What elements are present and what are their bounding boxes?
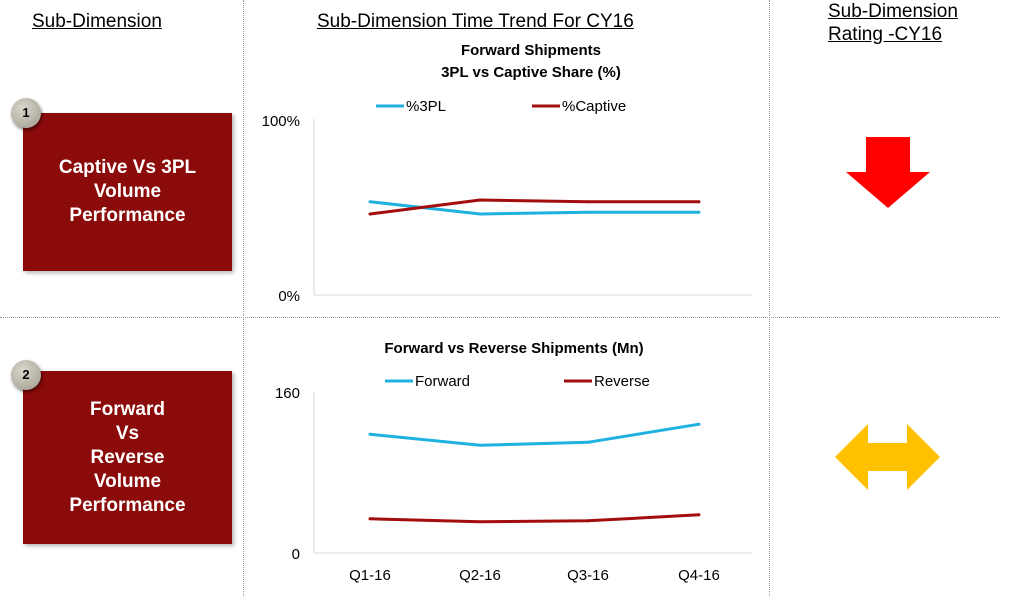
series-line-reverse	[369, 513, 700, 524]
legend-label: Reverse	[594, 373, 650, 390]
data-point	[368, 212, 372, 216]
data-point	[368, 200, 372, 204]
data-point	[586, 210, 590, 214]
data-point	[368, 432, 372, 436]
legend-label: Forward	[415, 373, 470, 390]
chart-forward-reverse: Forward vs Reverse Shipments (Mn) Forwar…	[275, 340, 752, 584]
header-rating-line1: Sub-Dimension	[828, 1, 958, 22]
chart-title-line: Forward Shipments	[461, 42, 601, 59]
legend-label: %Captive	[562, 98, 626, 115]
header-rating-line2: Rating -CY16	[828, 24, 943, 45]
x-tick-label: Q1-16	[349, 567, 391, 584]
sub-dimension-label: Forward Vs Reverse Volume Performance	[69, 398, 186, 516]
header-time-trend: Sub-Dimension Time Trend For CY16	[317, 11, 634, 32]
x-tick-label: Q3-16	[567, 567, 609, 584]
data-point	[586, 519, 590, 523]
chart-title-line: 3PL vs Captive Share (%)	[441, 64, 621, 81]
sub-dimension-label: Captive Vs 3PL Volume Performance	[58, 157, 197, 226]
chart-title-line: Forward vs Reverse Shipments (Mn)	[384, 340, 643, 357]
data-point	[697, 513, 701, 517]
row-number-badge: 1	[11, 98, 41, 128]
data-point	[697, 422, 701, 426]
divider-middle	[0, 317, 1000, 318]
divider-right	[769, 0, 770, 596]
data-point	[478, 520, 482, 524]
series-line-captive	[369, 198, 699, 216]
down-arrow-icon	[846, 137, 930, 208]
data-point	[697, 200, 701, 204]
data-point	[478, 443, 482, 447]
y-tick-label: 0%	[278, 288, 300, 305]
data-point	[586, 440, 590, 444]
data-point	[697, 210, 701, 214]
y-tick-label: 100%	[262, 113, 300, 130]
double-arrow-icon	[835, 424, 940, 490]
row-number-badge: 2	[11, 360, 41, 390]
divider-left	[243, 0, 244, 596]
data-point	[478, 198, 482, 202]
sub-dimension-box-forward-vs-reverse: Forward Vs Reverse Volume Performance	[23, 371, 232, 544]
data-point	[586, 200, 590, 204]
legend-label: %3PL	[406, 98, 446, 115]
header-sub-dimension: Sub-Dimension	[32, 11, 162, 32]
data-point	[478, 212, 482, 216]
sub-dimension-box-captive-vs-3pl: Captive Vs 3PL Volume Performance	[23, 113, 232, 271]
x-tick-label: Q4-16	[678, 567, 720, 584]
y-tick-label: 0	[292, 546, 300, 563]
data-point	[368, 517, 372, 521]
y-tick-label: 160	[275, 385, 300, 402]
x-tick-label: Q2-16	[459, 567, 501, 584]
series-line-forward	[369, 422, 700, 447]
chart-share: Forward Shipments 3PL vs Captive Share (…	[262, 42, 752, 305]
